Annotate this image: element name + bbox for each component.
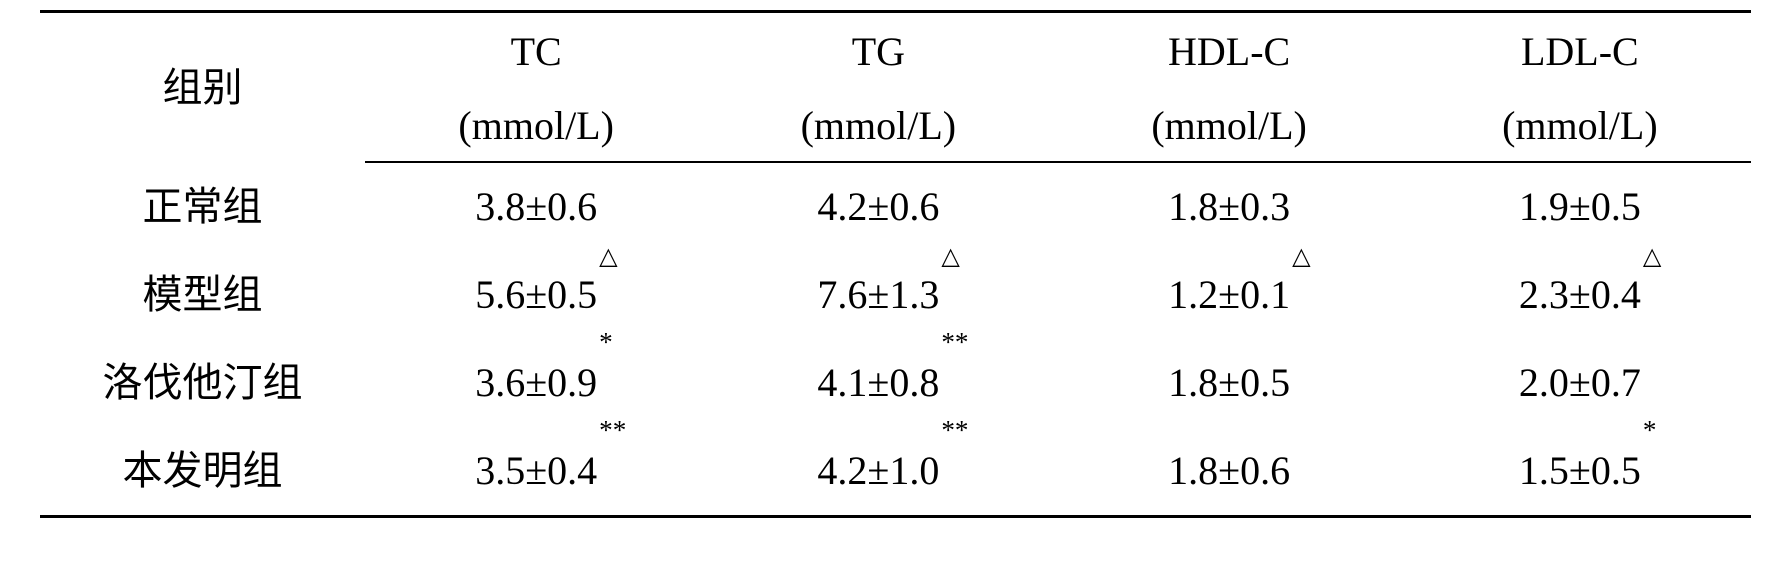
header-ldlc-unit: (mmol/L): [1409, 91, 1751, 162]
cell-value: 1.5±0.5*: [1409, 427, 1751, 517]
cell-value: 4.2±0.6: [707, 162, 1049, 251]
header-ldlc-name: LDL-C: [1409, 12, 1751, 92]
header-group: 组别: [40, 12, 365, 163]
row-label: 正常组: [40, 162, 365, 251]
table-row: 模型组 5.6±0.5△ 7.6±1.3△ 1.2±0.1△ 2.3±0.4△: [40, 251, 1751, 339]
row-label: 本发明组: [40, 427, 365, 517]
cell-value: 2.3±0.4△: [1409, 251, 1751, 339]
header-tg-name: TG: [707, 12, 1049, 92]
row-label: 洛伐他汀组: [40, 339, 365, 427]
header-tc-name: TC: [365, 12, 707, 92]
cell-value: 5.6±0.5△: [365, 251, 707, 339]
cell-value: 1.9±0.5: [1409, 162, 1751, 251]
cell-value: 1.8±0.6: [1049, 427, 1408, 517]
cell-value: 4.2±1.0**: [707, 427, 1049, 517]
header-hdlc-name: HDL-C: [1049, 12, 1408, 92]
table-row: 正常组 3.8±0.6 4.2±0.6 1.8±0.3 1.9±0.5: [40, 162, 1751, 251]
cell-value: 1.8±0.3: [1049, 162, 1408, 251]
cell-value: 3.5±0.4**: [365, 427, 707, 517]
header-tg-unit: (mmol/L): [707, 91, 1049, 162]
cell-value: 4.1±0.8**: [707, 339, 1049, 427]
lipid-table: 组别 TC TG HDL-C LDL-C (mmol/L) (mmol/L) (…: [40, 10, 1751, 518]
cell-value: 3.6±0.9*: [365, 339, 707, 427]
cell-value: 7.6±1.3△: [707, 251, 1049, 339]
cell-value: 1.8±0.5: [1049, 339, 1408, 427]
table-row: 本发明组 3.5±0.4** 4.2±1.0** 1.8±0.6 1.5±0.5…: [40, 427, 1751, 517]
cell-value: 2.0±0.7: [1409, 339, 1751, 427]
lipid-table-container: 组别 TC TG HDL-C LDL-C (mmol/L) (mmol/L) (…: [0, 0, 1791, 567]
cell-value: 3.8±0.6: [365, 162, 707, 251]
header-tc-unit: (mmol/L): [365, 91, 707, 162]
header-hdlc-unit: (mmol/L): [1049, 91, 1408, 162]
table-row: 洛伐他汀组 3.6±0.9* 4.1±0.8** 1.8±0.5 2.0±0.7: [40, 339, 1751, 427]
row-label: 模型组: [40, 251, 365, 339]
cell-value: 1.2±0.1△: [1049, 251, 1408, 339]
